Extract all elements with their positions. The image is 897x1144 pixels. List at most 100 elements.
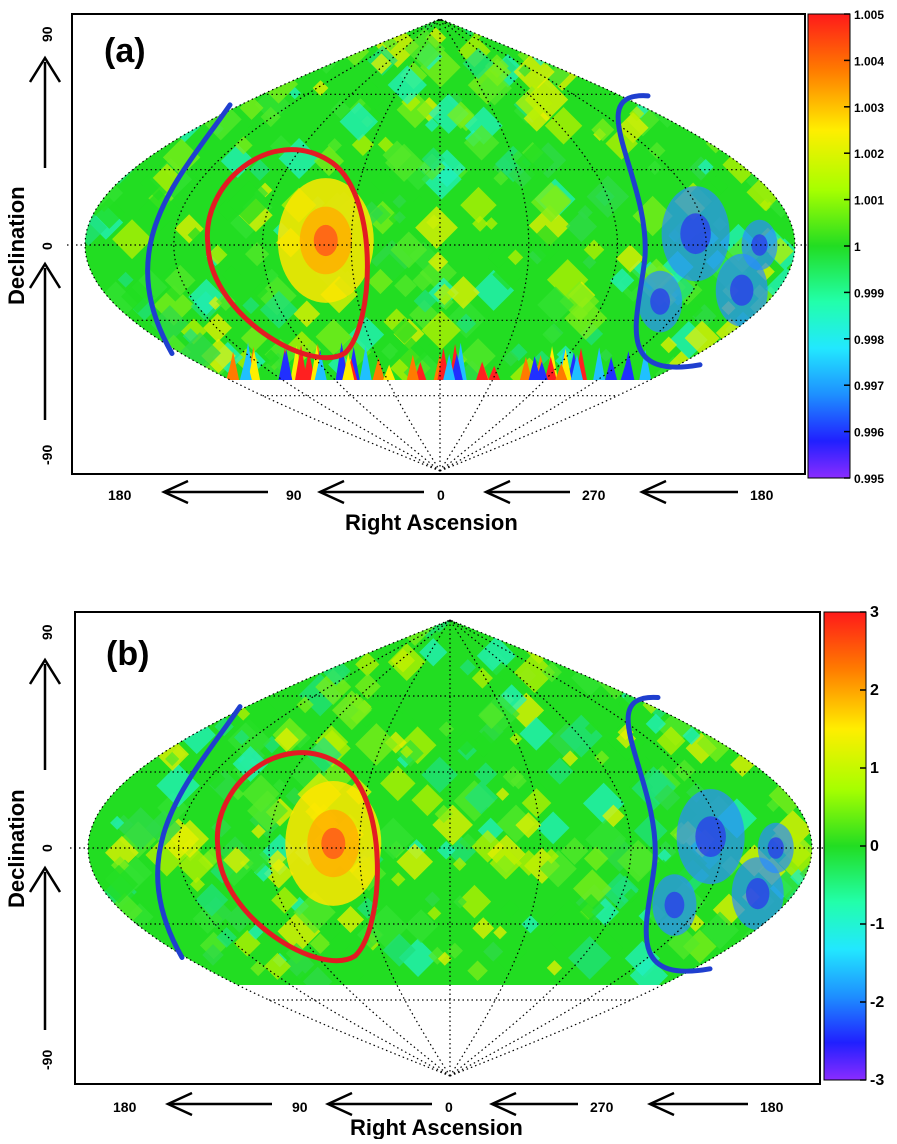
sky-patch — [542, 325, 562, 344]
sky-patch — [400, 745, 414, 759]
sky-patch — [105, 835, 139, 870]
colorbar: 1.005 1.004 1.003 1.002 1.001 1 0.999 0.998 0.99… — [807, 8, 884, 486]
y-arrow-up-icon — [28, 55, 62, 168]
sky-patch — [252, 283, 268, 300]
edge-spike — [450, 353, 463, 380]
sky-patch — [223, 846, 250, 874]
sky-patch — [264, 268, 279, 283]
x-axis: 180 90 0 270 180 Right Ascension — [113, 1091, 784, 1140]
coordinate-grid — [70, 619, 830, 1077]
sky-patch — [362, 694, 406, 738]
edge-spike — [239, 356, 252, 380]
sky-patch — [353, 76, 380, 102]
sky-patch — [421, 147, 446, 172]
sky-patch — [609, 268, 635, 293]
grid-meridian — [449, 619, 542, 1077]
panel-label: (a) — [104, 32, 146, 70]
colorbar-tick-label: 1.002 — [854, 147, 884, 161]
sky-patch — [436, 840, 456, 860]
sky-patch — [585, 818, 627, 861]
sky-patch — [273, 778, 287, 793]
sky-patch — [110, 815, 125, 830]
sky-patch — [93, 197, 126, 229]
sky-patch — [339, 102, 379, 141]
sky-patch — [309, 933, 331, 955]
sky-patch — [398, 938, 438, 977]
sky-patch — [156, 763, 200, 808]
sky-patch — [239, 95, 264, 120]
sky-patch — [119, 807, 163, 851]
sky-patch — [296, 696, 314, 714]
colorbar-tick-label: -2 — [870, 994, 884, 1011]
edge-spike — [519, 356, 532, 380]
sky-patch — [648, 142, 666, 160]
sky-patch — [629, 106, 645, 122]
sky-patch — [162, 138, 201, 177]
sky-patch — [617, 839, 660, 883]
deficit-contour-left — [155, 704, 243, 960]
sky-patch — [112, 219, 153, 260]
sky-patch — [331, 690, 372, 731]
sky-patch — [610, 875, 639, 904]
sky-patch — [509, 343, 528, 362]
sky-patch — [790, 868, 807, 886]
cold-core — [767, 837, 784, 859]
sky-patch — [227, 181, 271, 225]
sky-patch — [602, 804, 625, 828]
sky-patch — [121, 280, 155, 314]
edge-spike — [555, 363, 568, 380]
colorbar: 3 2 1 0 -1 -2 -3 — [823, 604, 884, 1089]
cold-core — [730, 274, 754, 306]
sky-patch — [478, 702, 505, 729]
x-tick-90: 90 — [286, 487, 302, 503]
sky-patch — [559, 281, 600, 322]
sky-patch — [623, 888, 639, 903]
y-tick-minus90: -90 — [39, 1050, 55, 1070]
y-arrow-up-lower-icon — [28, 261, 62, 420]
sky-patch — [216, 291, 236, 312]
sky-patch — [263, 858, 294, 889]
sky-patch — [513, 51, 555, 93]
colorbar-tick-label: 1 — [870, 760, 879, 777]
grid-meridian — [358, 619, 451, 1077]
sky-patch — [421, 756, 458, 794]
grid-meridian — [449, 619, 813, 1077]
sky-patch — [520, 839, 539, 859]
colorbar-tick-label: 1.001 — [854, 194, 884, 208]
sky-patch — [476, 636, 516, 676]
sky-patch — [391, 872, 406, 887]
deficit-contour-right — [615, 93, 703, 370]
sky-patch — [453, 895, 467, 909]
sky-patch — [485, 217, 498, 230]
sky-patch — [447, 101, 475, 129]
sky-patch — [411, 784, 444, 817]
sky-patch — [502, 766, 524, 788]
sky-patch — [543, 848, 559, 864]
edge-spike — [488, 365, 501, 380]
hot-spot — [321, 827, 346, 860]
excess-contour — [214, 750, 380, 964]
sky-patch — [657, 848, 672, 863]
sky-patch — [119, 856, 153, 890]
sky-patch — [526, 224, 565, 264]
sky-patch — [382, 35, 398, 51]
hot-spot — [313, 224, 338, 257]
sky-patch — [312, 80, 329, 96]
sky-patch — [471, 830, 504, 863]
sky-patch — [178, 847, 214, 884]
x-tick-180-left: 180 — [113, 1099, 137, 1115]
colorbar-gradient — [823, 611, 867, 1081]
sky-patch — [638, 756, 653, 771]
sky-patch — [286, 331, 318, 363]
sky-patch — [519, 716, 554, 751]
sky-patch — [387, 643, 426, 682]
sky-patch — [462, 47, 495, 80]
x-tick-90: 90 — [292, 1099, 308, 1115]
y-tick-0: 0 — [39, 844, 55, 852]
sky-patch — [164, 264, 196, 296]
sky-patch — [715, 318, 746, 348]
sky-patch — [406, 166, 431, 191]
x-arrow-left-icon — [160, 479, 738, 505]
sky-patch — [446, 942, 463, 959]
colorbar-tick-label: 1.004 — [854, 54, 884, 68]
